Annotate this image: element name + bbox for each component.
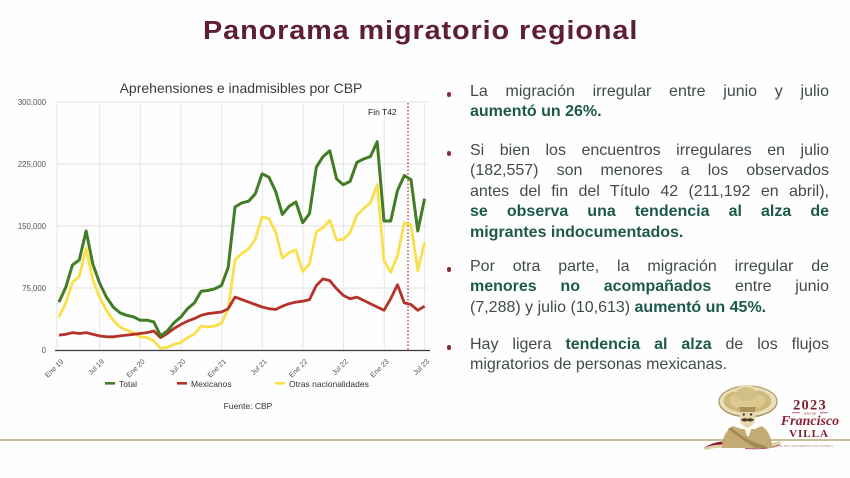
svg-text:225,000: 225,000 [18, 160, 47, 169]
svg-text:VILLA: VILLA [789, 428, 829, 440]
svg-text:Ene 21: Ene 21 [205, 357, 227, 379]
svg-text:Otras nacionalidades: Otras nacionalidades [289, 379, 369, 389]
svg-text:150,000: 150,000 [18, 222, 47, 231]
svg-text:Mexicanos: Mexicanos [191, 379, 232, 389]
svg-text:Fuente: CBP: Fuente: CBP [224, 401, 273, 411]
svg-text:Ene 22: Ene 22 [287, 357, 309, 379]
svg-text:Francisco: Francisco [780, 414, 839, 429]
svg-text:Fin T42: Fin T42 [368, 107, 397, 117]
svg-text:AÑO DE: AÑO DE [803, 410, 816, 415]
svg-text:75,000: 75,000 [22, 284, 47, 293]
svg-text:Aprehensiones e inadmisibles p: Aprehensiones e inadmisibles por CBP [120, 80, 363, 96]
svg-text:Ene 23: Ene 23 [368, 357, 390, 379]
svg-text:Jul 19: Jul 19 [86, 357, 106, 377]
svg-text:300,000: 300,000 [18, 98, 47, 107]
svg-text:0: 0 [42, 346, 47, 355]
svg-text:Jul 22: Jul 22 [330, 357, 350, 377]
svg-text:AL RECONOCIMIENTO DEL PUEBLO: AL RECONOCIMIENTO DEL PUEBLO [779, 444, 833, 448]
svg-text:Jul 23: Jul 23 [411, 357, 431, 377]
svg-text:Ene 19: Ene 19 [43, 357, 65, 379]
svg-text:Ene 20: Ene 20 [124, 357, 146, 379]
svg-text:Jul 21: Jul 21 [249, 357, 269, 377]
svg-text:Jul 20: Jul 20 [167, 357, 187, 377]
svg-text:Total: Total [119, 379, 137, 389]
svg-text:2023: 2023 [793, 398, 827, 414]
